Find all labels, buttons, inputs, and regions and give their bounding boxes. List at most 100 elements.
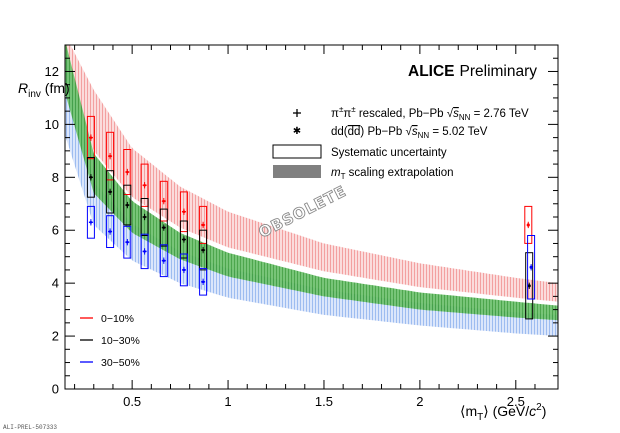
legend-text-deuterons: dd(dd) Pb−Pb √sNN = 5.02 TeV [331,125,488,140]
legend-text-systematic: Systematic uncertainty [331,147,447,159]
reference-stamp: ALI-PREL-507333 [3,424,57,431]
y-tick-label: 2 [52,329,59,344]
data-point [140,233,149,270]
axis-ticks: 0.5 1 1.5 2 2.5 0 2 4 6 8 10 12 [45,45,558,409]
data-point [140,163,149,207]
systematic-box [524,205,533,244]
marker-star [527,284,531,288]
marker-dot [143,183,146,187]
systematic-box [179,253,188,287]
marker-dot [143,250,146,253]
systematic-box [140,198,149,236]
y-tick-label: 4 [52,276,59,291]
x-axis-title-sup: 2 [536,402,542,413]
centrality-label-30-50: 30−50% [101,357,140,369]
marker-dot [162,259,166,262]
systematic-box [123,149,132,195]
y-tick-label: 8 [52,170,59,185]
centrality-entry-30-50: 30−50% [80,357,140,369]
legend-pions-energy: = 2.76 TeV [470,108,529,120]
data-point [159,208,168,247]
legend-deut-rest: ) Pb−Pb [360,126,405,138]
marker-dot [126,203,129,207]
systematic-box [123,225,132,259]
systematic-box [140,163,149,207]
y-tick-label: 10 [45,117,59,132]
data-point [106,170,115,214]
marker-dot [126,240,129,244]
legend-entry-deuterons: ✱ dd(dd) Pb−Pb √sNN = 5.02 TeV [293,125,488,140]
systematic-box [179,191,188,233]
marker-dot [89,220,93,224]
marker-dot [182,268,186,272]
y-axis-title-main: R [18,80,28,96]
systematic-box [525,252,534,320]
marker-dot [182,238,186,241]
marker-dot [89,176,93,179]
x-tick-label: 2.5 [507,394,525,409]
systematic-box [106,215,115,248]
legend-extrap-m-sub: T [341,172,346,181]
x-axis-title-sub: T [477,412,483,423]
centrality-legend: 0−10% 10−30% 30−50% [80,313,140,369]
x-axis-title-main: ⟨m [460,403,477,419]
centrality-entry-0-10: 0−10% [80,313,134,325]
x-axis-title-close: ) [542,403,547,419]
data-point [86,157,95,198]
legend-entry-extrapolation: mT scaling extrapolation [273,165,454,181]
x-tick-label: 1.5 [315,394,333,409]
legend-pions-pi1: π [331,108,339,120]
systematic-box [86,157,95,198]
data-point [527,235,536,300]
y-axis-title-sub: inv [28,89,41,100]
data-point [123,225,132,259]
marker-dot [108,154,112,158]
x-tick-label: 2 [416,394,423,409]
marker-dot [89,136,93,139]
data-point [123,184,132,226]
experiment-label: ALICE Preliminary [408,63,537,80]
experiment-status: Preliminary [460,63,538,80]
x-tick-label: 1 [224,394,231,409]
legend: π±π± rescaled, Pb−Pb √sNN = 2.76 TeV ✱ d… [272,105,529,181]
marker-dot [201,280,205,284]
systematic-box [106,131,115,181]
systematic-box [159,244,168,278]
legend-pions-sup2: ± [351,105,356,114]
legend-pions-pi2: π [343,108,351,120]
systematic-box [140,233,149,270]
legend-pions-sup1: ± [339,105,344,114]
legend-extrap-m: m [331,167,341,179]
legend-pions-s: s [453,108,459,120]
systematic-box [179,220,188,259]
legend-marker-filled-box [273,165,321,178]
band-30-50 [65,45,558,337]
legend-entry-pions: π±π± rescaled, Pb−Pb √sNN = 2.76 TeV [293,105,529,122]
marker-dot [201,223,205,227]
legend-text-pions: π±π± rescaled, Pb−Pb √sNN = 2.76 TeV [331,105,529,122]
systematic-box [159,208,168,247]
marker-dot [162,226,166,229]
x-axis-title-unit: ⟩ (GeV/ [483,403,529,419]
centrality-label-0-10: 0−10% [101,313,134,325]
data-point [106,131,115,181]
data-point [140,198,149,236]
data-point [199,268,208,296]
experiment-name: ALICE [408,63,455,80]
legend-deut-sqrt: √ [406,125,413,138]
legend-entry-systematic: Systematic uncertainty [272,144,447,159]
marker-dot [108,190,112,194]
data-point [179,220,188,259]
data-point [86,115,95,160]
centrality-entry-10-30: 10−30% [80,335,140,347]
legend-deut-s-sub: NN [418,131,430,140]
bands-layer [65,45,558,337]
data-point [199,205,208,244]
systematic-box [106,170,115,214]
x-axis-title: ⟨mT⟩ (GeV/c2) [460,402,546,423]
legend-marker-star: ✱ [293,126,301,137]
marker-dot [201,248,205,252]
data-point [524,205,533,244]
data-point [159,244,168,278]
systematic-box [86,115,95,160]
